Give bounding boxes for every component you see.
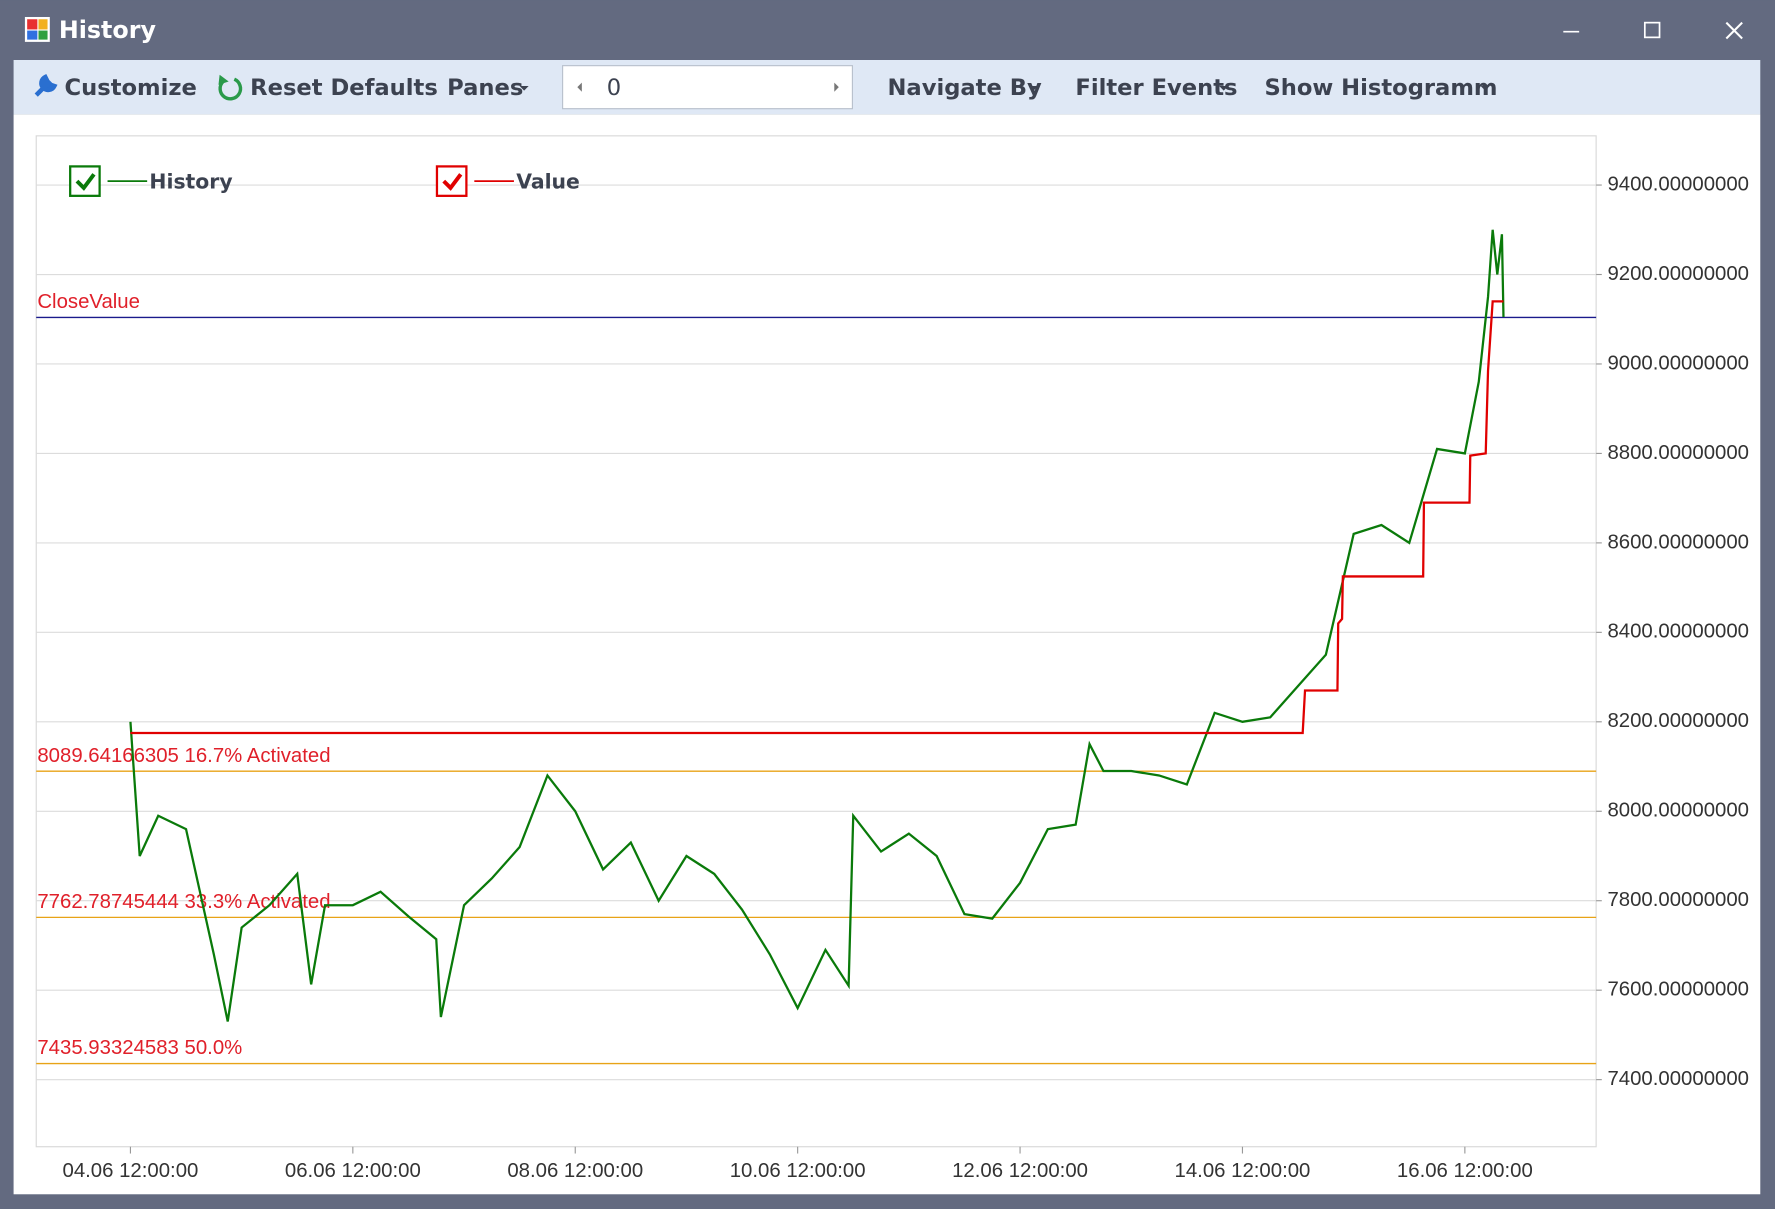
panes-menu[interactable]: Panes	[447, 75, 523, 101]
y-tick-label: 8400.00000000	[1607, 621, 1749, 643]
y-tick-label: 8200.00000000	[1607, 710, 1749, 732]
x-tick-label: 08.06 12:00:00	[507, 1160, 643, 1182]
filter-events-menu[interactable]: Filter Events	[1075, 75, 1237, 101]
navigator-value: 0	[607, 75, 621, 101]
y-tick-label: 9400.00000000	[1607, 173, 1749, 195]
navigator-prev[interactable]	[577, 82, 582, 92]
annotation-label: 7435.93324583 50.0%	[37, 1037, 242, 1059]
reset-defaults-button[interactable]: Reset Defaults	[250, 75, 438, 101]
close-button[interactable]	[1725, 21, 1743, 40]
annotation-label: CloseValue	[37, 291, 140, 313]
dropdown-arrow	[1029, 86, 1039, 91]
navigator-input[interactable]	[562, 65, 853, 110]
legend-checkbox[interactable]	[69, 165, 101, 197]
y-tick-label: 9000.00000000	[1607, 352, 1749, 374]
y-tick-label: 9200.00000000	[1607, 263, 1749, 285]
navigate-by-menu[interactable]: Navigate By	[888, 75, 1042, 101]
y-tick-label: 8800.00000000	[1607, 442, 1749, 464]
legend-label: Value	[516, 169, 580, 193]
y-tick-label: 7600.00000000	[1607, 979, 1749, 1001]
wrench-icon	[34, 73, 58, 97]
legend-check	[75, 173, 96, 191]
toolbar	[13, 60, 1761, 115]
legend-checkbox[interactable]	[435, 165, 468, 197]
y-tick-label: 7800.00000000	[1607, 889, 1749, 911]
y-tick-label: 7400.00000000	[1607, 1068, 1749, 1090]
x-tick-label: 04.06 12:00:00	[63, 1160, 199, 1182]
reset-icon	[218, 77, 243, 101]
show-histogram-menu[interactable]: Show Histogramm	[1264, 75, 1497, 101]
legend-label: History	[149, 169, 232, 193]
x-tick-label: 10.06 12:00:00	[730, 1160, 866, 1182]
dropdown-arrow	[519, 86, 529, 91]
dropdown-arrow	[1480, 86, 1490, 91]
app-icon	[24, 16, 50, 42]
customize-button[interactable]: Customize	[65, 75, 197, 101]
plot-area	[35, 135, 1597, 1148]
window-title: History	[59, 16, 157, 44]
series-line	[129, 229, 1505, 1022]
x-tick-label: 06.06 12:00:00	[285, 1160, 421, 1182]
y-tick-label: 8600.00000000	[1607, 531, 1749, 553]
annotation-label: 7762.78745444 33.3% Activated	[37, 891, 330, 913]
navigator-next[interactable]	[834, 82, 839, 92]
legend-check	[442, 173, 463, 191]
reset-icon-arrow	[218, 74, 229, 85]
chart: 7400.00000000 7600.00000000 7800.00000000 8…	[36, 165, 1749, 1182]
maximize-button[interactable]	[1643, 21, 1661, 39]
y-tick-label: 8000.00000000	[1607, 800, 1749, 822]
annotation-label: 8089.64166305 16.7% Activated	[37, 745, 330, 767]
x-tick-label: 14.06 12:00:00	[1175, 1160, 1311, 1182]
x-tick-label: 16.06 12:00:00	[1397, 1160, 1533, 1182]
dropdown-arrow	[1219, 86, 1229, 91]
chart-panel	[13, 114, 1761, 1195]
series-line	[130, 300, 1504, 735]
x-tick-label: 12.06 12:00:00	[952, 1160, 1088, 1182]
